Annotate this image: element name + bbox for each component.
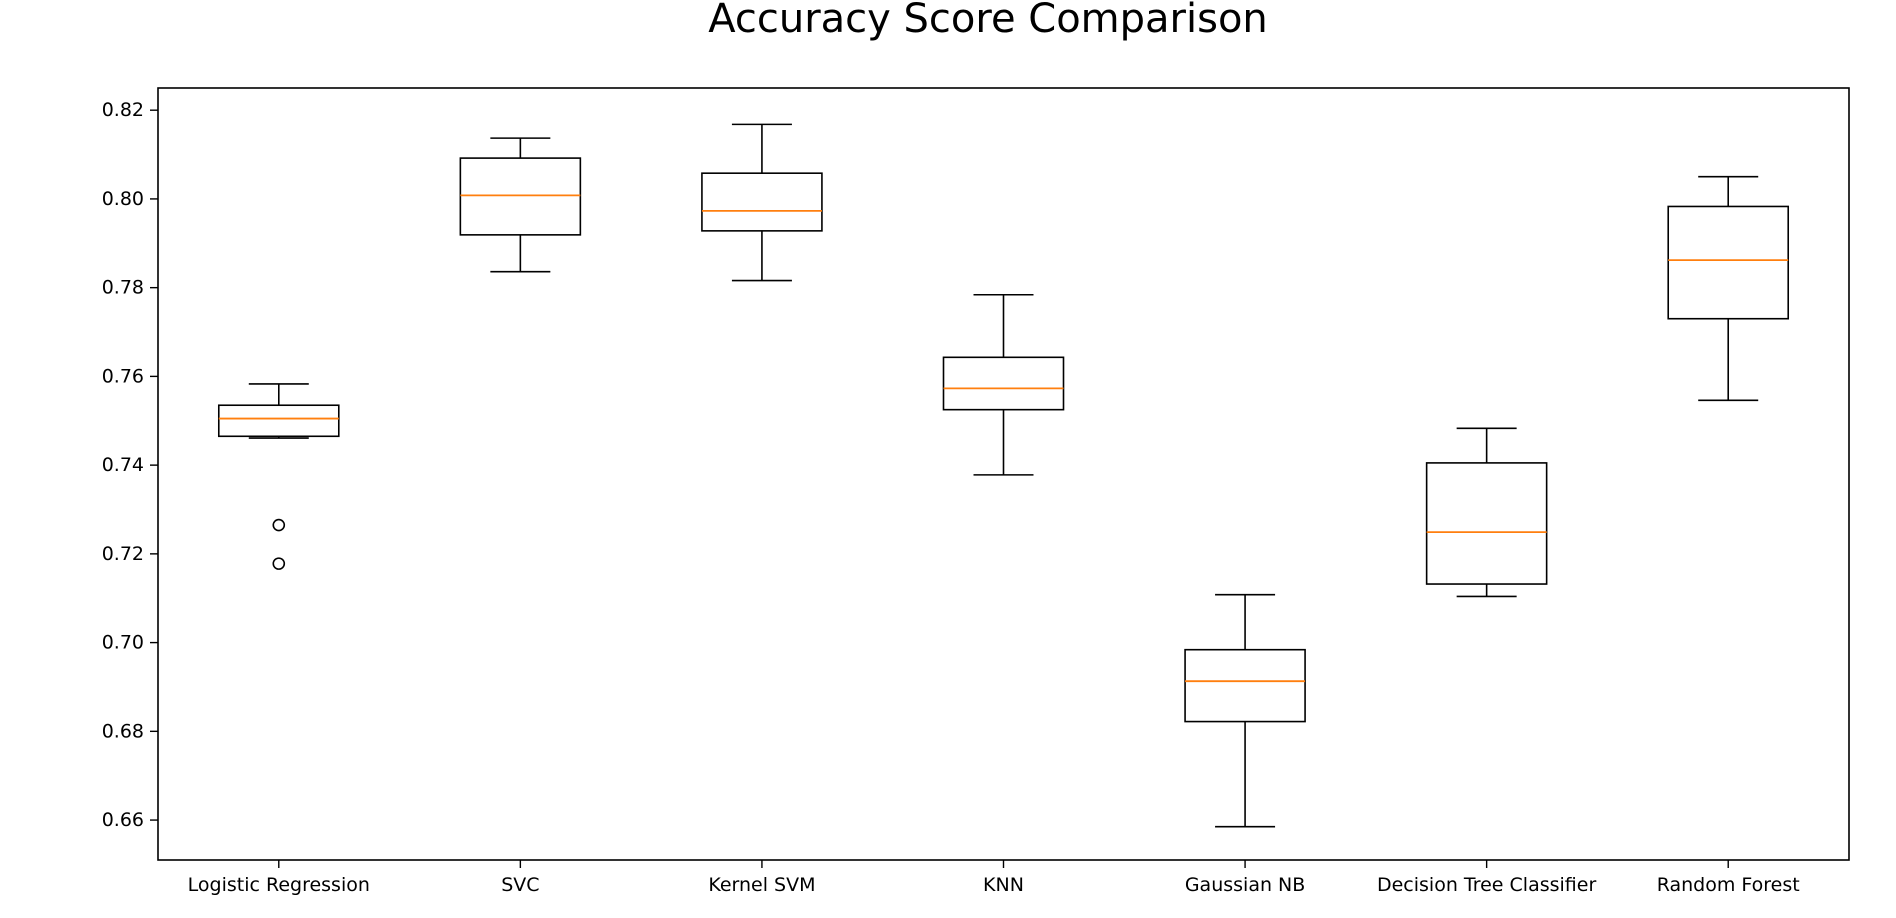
x-tick-label: KNN — [983, 874, 1024, 896]
x-tick-label: Gaussian NB — [1185, 874, 1305, 896]
y-tick-label: 0.70 — [102, 632, 144, 654]
x-tick-label: Decision Tree Classifier — [1377, 874, 1596, 896]
outlier-point — [272, 518, 286, 532]
y-tick-label: 0.68 — [102, 720, 144, 742]
box-iqr — [459, 157, 582, 236]
y-tick-label: 0.74 — [102, 454, 144, 476]
x-tick-label: Random Forest — [1657, 874, 1800, 896]
box-iqr — [701, 172, 823, 232]
y-tick-label: 0.76 — [102, 365, 144, 387]
outlier-point — [272, 557, 286, 570]
y-tick-label: 0.66 — [102, 809, 144, 831]
y-tick-label: 0.80 — [102, 188, 144, 210]
box-iqr — [217, 404, 340, 438]
chart-title: Accuracy Score Comparison — [708, 0, 1268, 42]
x-tick-label: Logistic Regression — [188, 874, 370, 896]
plot-area: 0.66 0.68 0.70 0.72 0.74 0.76 0.78 0.80 0.82 Logi… — [102, 87, 1850, 896]
y-tick-label: 0.78 — [102, 277, 144, 299]
y-tick-label: 0.72 — [102, 543, 144, 565]
box-iqr — [1184, 648, 1306, 723]
box-iqr — [1425, 462, 1548, 585]
x-tick-label: SVC — [501, 874, 539, 896]
y-tick-label: 0.82 — [102, 99, 144, 121]
box-iqr — [942, 356, 1065, 411]
x-tick-label: Kernel SVM — [708, 874, 815, 896]
box-iqr — [1667, 205, 1790, 320]
